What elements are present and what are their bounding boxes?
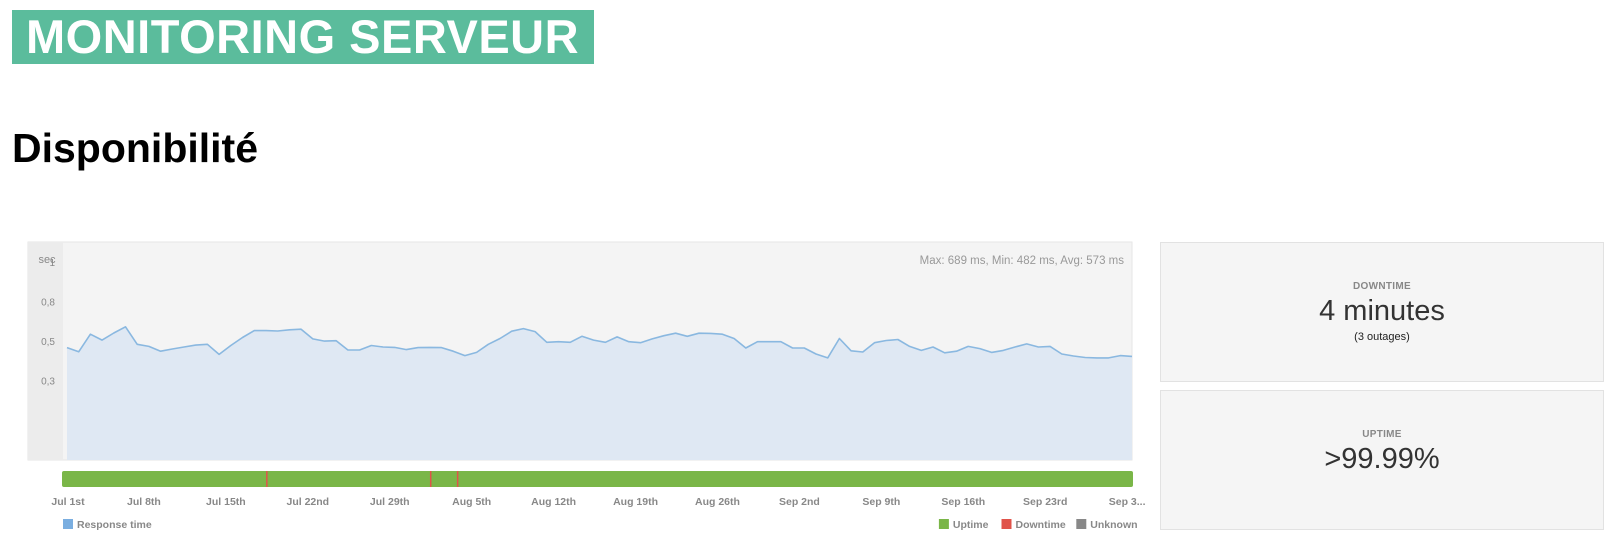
downtime-label: DOWNTIME — [1353, 281, 1411, 292]
x-tick-label: Sep 16th — [941, 496, 985, 508]
y-tick-label: 0,3 — [41, 377, 55, 388]
x-tick-label: Jul 1st — [51, 496, 85, 508]
x-tick-label: Aug 19th — [613, 496, 658, 508]
x-tick-label: Jul 15th — [206, 496, 246, 508]
legend-swatch-unknown — [1076, 519, 1087, 529]
x-tick-label: Jul 8th — [127, 496, 161, 508]
y-axis-band — [28, 242, 63, 460]
uptime-label: UPTIME — [1362, 429, 1402, 440]
section-title: Disponibilité — [12, 125, 258, 171]
x-tick-label: Aug 12th — [531, 496, 576, 508]
downtime-outages: (3 outages) — [1354, 331, 1410, 343]
legend-swatch-response-time — [63, 519, 73, 529]
downtime-value: 4 minutes — [1319, 295, 1445, 327]
uptime-card: UPTIME >99.99% — [1160, 390, 1604, 530]
legend-label-uptime: Uptime — [953, 519, 989, 531]
legend-swatch-uptime — [938, 519, 949, 529]
downtime-card: DOWNTIME 4 minutes (3 outages) — [1160, 242, 1604, 382]
stats-summary: Max: 689 ms, Min: 482 ms, Avg: 573 ms — [920, 255, 1125, 267]
downtime-marker — [429, 471, 432, 487]
response-time-line — [66, 326, 1133, 359]
x-tick-label: Sep 9th — [862, 496, 900, 508]
x-tick-label: Sep 3... — [1109, 496, 1146, 508]
downtime-marker — [266, 471, 268, 487]
downtime-marker — [456, 471, 459, 487]
y-tick-label: 1 — [49, 258, 55, 269]
x-tick-label: Sep 2nd — [779, 496, 820, 508]
y-tick-label: 0,8 — [41, 297, 55, 308]
response-time-area — [67, 326, 1132, 460]
x-tick-label: Jul 29th — [370, 496, 410, 508]
legend-label-response-time: Response time — [77, 519, 152, 531]
x-tick-label: Aug 26th — [695, 496, 740, 508]
page-title: MONITORING SERVEUR — [26, 10, 580, 63]
uptime-value: >99.99% — [1324, 443, 1440, 475]
x-tick-label: Sep 23rd — [1023, 496, 1067, 508]
legend-label-downtime: Downtime — [1016, 519, 1066, 531]
x-tick-label: Aug 5th — [452, 496, 491, 508]
y-axis-label: sec — [38, 254, 56, 266]
y-tick-label: 0,5 — [41, 337, 55, 348]
legend-label-unknown: Unknown — [1090, 519, 1137, 531]
header-banner: MONITORING SERVEUR — [12, 10, 594, 64]
legend-swatch-downtime — [1001, 519, 1012, 529]
uptime-status-bar — [62, 471, 1133, 487]
x-tick-label: Jul 22nd — [286, 496, 329, 508]
